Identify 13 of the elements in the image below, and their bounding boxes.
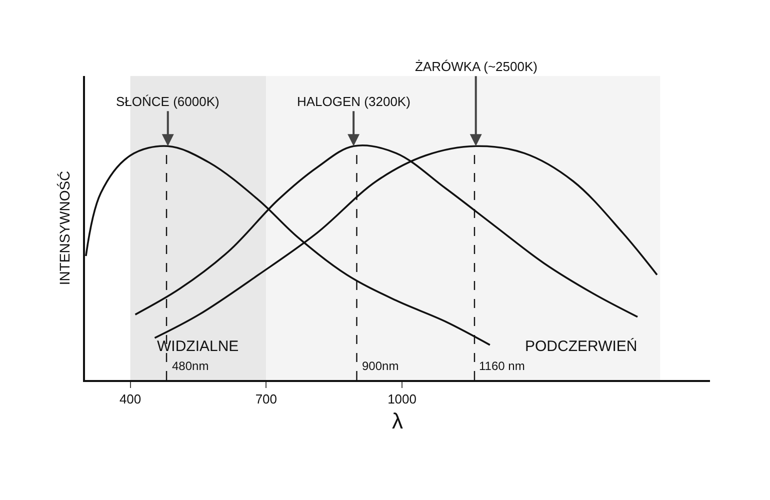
text: ŻARÓWKA (~2500K) [415,59,538,74]
x-tick-label: 400 [119,391,142,406]
x-axis-title: λ [392,408,403,434]
band-label: WIDZIALNE [157,338,239,355]
ref-line-label: 480nm [172,359,209,373]
y-axis-title: INTENSYWNOŚĆ [56,170,72,286]
text: SŁOŃCE (6000K) [116,94,220,109]
ref-line-label: 1160 nm [479,359,525,373]
ref-line-label: 900nm [362,359,399,373]
text: HALOGEN (3200K) [297,94,410,109]
x-tick-label: 1000 [388,391,416,406]
x-tick-label: 700 [255,391,278,406]
band-label: PODCZERWIEŃ [525,337,638,355]
